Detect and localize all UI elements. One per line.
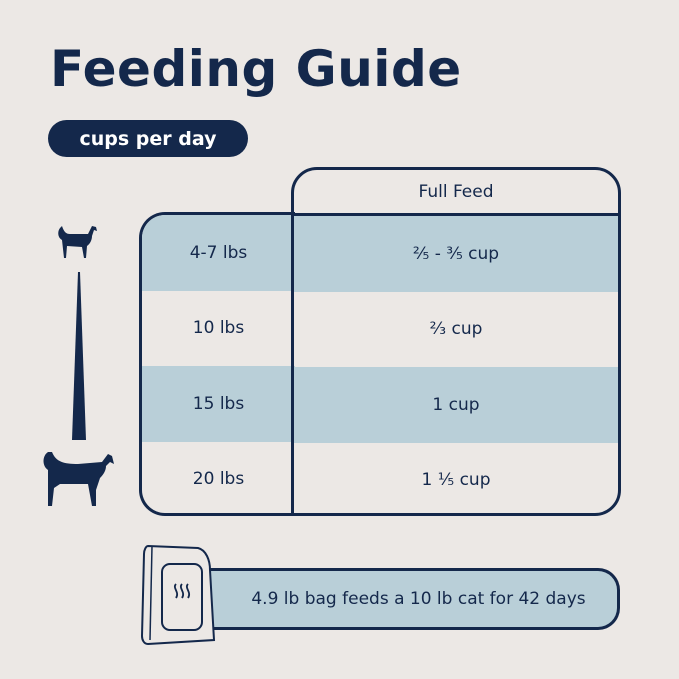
large-cat-icon — [43, 452, 114, 506]
page-title: Feeding Guide — [50, 40, 462, 98]
amount-cell: ²⁄₃ cup — [429, 319, 483, 340]
weight-cell: 20 lbs — [192, 469, 245, 490]
table-row: 20 lbs — [142, 442, 295, 514]
weight-cell: 4-7 lbs — [189, 242, 248, 263]
column-header: Full Feed — [294, 170, 618, 216]
small-cat-icon — [58, 226, 97, 258]
amount-cell: ²⁄₅ - ³⁄₅ cup — [412, 243, 500, 264]
weight-column: 4-7 lbs 10 lbs 15 lbs 20 lbs — [139, 212, 295, 516]
table-row: ²⁄₅ - ³⁄₅ cup — [294, 216, 618, 292]
table-row: 15 lbs — [142, 366, 295, 442]
weight-cell: 15 lbs — [192, 393, 245, 414]
size-scale-wedge-icon — [72, 272, 86, 440]
amount-cell: 1 ¹⁄₅ cup — [421, 470, 491, 491]
table-row: 4-7 lbs — [142, 215, 295, 291]
table-row: 1 ¹⁄₅ cup — [294, 443, 618, 514]
food-bag-icon — [140, 544, 216, 646]
amount-cell: 1 cup — [432, 394, 480, 415]
weight-cell: 10 lbs — [192, 318, 245, 339]
table-row: 1 cup — [294, 367, 618, 443]
table-row: ²⁄₃ cup — [294, 292, 618, 368]
bag-note: 4.9 lb bag feeds a 10 lb cat for 42 days — [251, 589, 586, 609]
unit-pill: cups per day — [48, 120, 248, 157]
full-feed-column: Full Feed ²⁄₅ - ³⁄₅ cup ²⁄₃ cup 1 cup 1 … — [291, 167, 621, 516]
bag-note-banner: 4.9 lb bag feeds a 10 lb cat for 42 days — [200, 568, 620, 630]
table-row: 10 lbs — [142, 291, 295, 367]
